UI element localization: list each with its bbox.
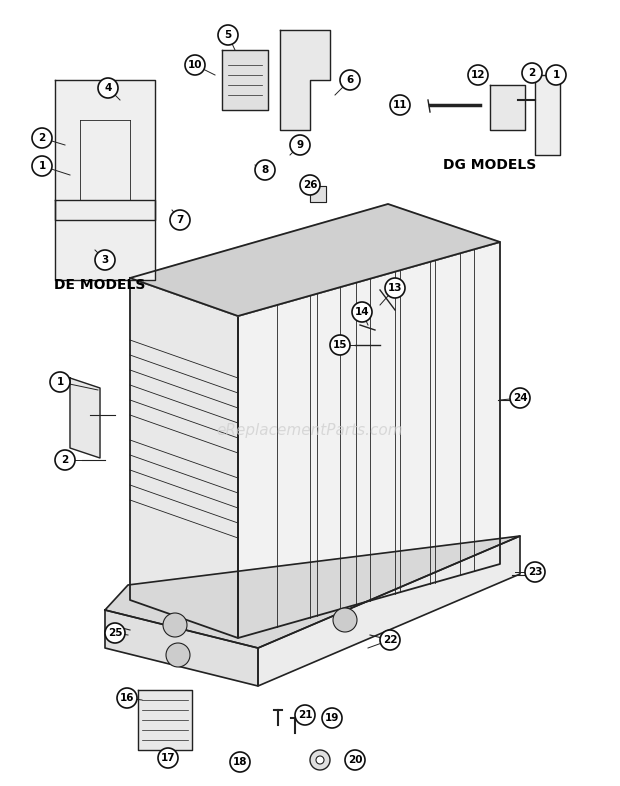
Text: 24: 24 <box>513 393 528 403</box>
Circle shape <box>546 65 566 85</box>
Circle shape <box>525 562 545 582</box>
Text: 1: 1 <box>552 70 560 80</box>
Polygon shape <box>310 186 326 202</box>
Polygon shape <box>55 80 155 220</box>
Circle shape <box>322 708 342 728</box>
Text: 20: 20 <box>348 755 362 765</box>
Circle shape <box>330 335 350 355</box>
Text: 2: 2 <box>38 133 46 143</box>
Polygon shape <box>138 690 192 750</box>
Circle shape <box>158 748 178 768</box>
Polygon shape <box>130 204 500 316</box>
Text: eReplacementParts.com: eReplacementParts.com <box>216 423 404 438</box>
Text: 5: 5 <box>224 30 232 40</box>
Text: 10: 10 <box>188 60 202 70</box>
Circle shape <box>185 55 205 75</box>
Text: 9: 9 <box>296 140 304 150</box>
Text: 2: 2 <box>528 68 536 78</box>
Circle shape <box>98 78 118 98</box>
Circle shape <box>310 750 330 770</box>
Circle shape <box>468 65 488 85</box>
Polygon shape <box>130 278 238 638</box>
Circle shape <box>316 756 324 764</box>
Circle shape <box>166 643 190 667</box>
Polygon shape <box>535 75 560 155</box>
Text: 8: 8 <box>262 165 268 175</box>
Polygon shape <box>258 536 520 686</box>
Text: 7: 7 <box>176 215 184 225</box>
Text: 14: 14 <box>355 307 370 317</box>
Circle shape <box>295 705 315 725</box>
Circle shape <box>50 372 70 392</box>
Polygon shape <box>70 378 100 458</box>
Circle shape <box>340 70 360 90</box>
Text: 3: 3 <box>102 255 108 265</box>
Text: 19: 19 <box>325 713 339 723</box>
Circle shape <box>352 302 372 322</box>
Circle shape <box>390 95 410 115</box>
Circle shape <box>333 608 357 632</box>
Circle shape <box>163 613 187 637</box>
Circle shape <box>230 752 250 772</box>
Circle shape <box>255 160 275 180</box>
Circle shape <box>300 175 320 195</box>
Text: 22: 22 <box>383 635 397 645</box>
Circle shape <box>105 623 125 643</box>
Circle shape <box>117 688 137 708</box>
Text: 16: 16 <box>120 693 135 703</box>
Text: 4: 4 <box>104 83 112 93</box>
Polygon shape <box>490 85 525 130</box>
Circle shape <box>170 210 190 230</box>
Text: DE MODELS: DE MODELS <box>55 278 146 292</box>
Text: DG MODELS: DG MODELS <box>443 158 537 172</box>
Circle shape <box>510 388 530 408</box>
Circle shape <box>32 156 52 176</box>
Text: 6: 6 <box>347 75 353 85</box>
Text: 1: 1 <box>56 377 64 387</box>
Text: 2: 2 <box>61 455 69 465</box>
Text: 25: 25 <box>108 628 122 638</box>
Circle shape <box>385 278 405 298</box>
Text: 15: 15 <box>333 340 347 350</box>
Text: 1: 1 <box>38 161 46 171</box>
Polygon shape <box>105 610 258 686</box>
Text: 21: 21 <box>298 710 312 720</box>
Polygon shape <box>55 200 155 280</box>
Text: 17: 17 <box>161 753 175 763</box>
Polygon shape <box>222 50 268 110</box>
Polygon shape <box>105 536 520 648</box>
Circle shape <box>32 128 52 148</box>
Circle shape <box>55 450 75 470</box>
Polygon shape <box>238 242 500 638</box>
Circle shape <box>380 630 400 650</box>
Text: 11: 11 <box>392 100 407 110</box>
Text: 12: 12 <box>471 70 485 80</box>
Circle shape <box>345 750 365 770</box>
Polygon shape <box>280 30 330 130</box>
Circle shape <box>95 250 115 270</box>
Text: 13: 13 <box>388 283 402 293</box>
Text: 18: 18 <box>232 757 247 767</box>
Text: 26: 26 <box>303 180 317 190</box>
Circle shape <box>522 63 542 83</box>
Text: 23: 23 <box>528 567 542 577</box>
Circle shape <box>218 25 238 45</box>
Circle shape <box>290 135 310 155</box>
